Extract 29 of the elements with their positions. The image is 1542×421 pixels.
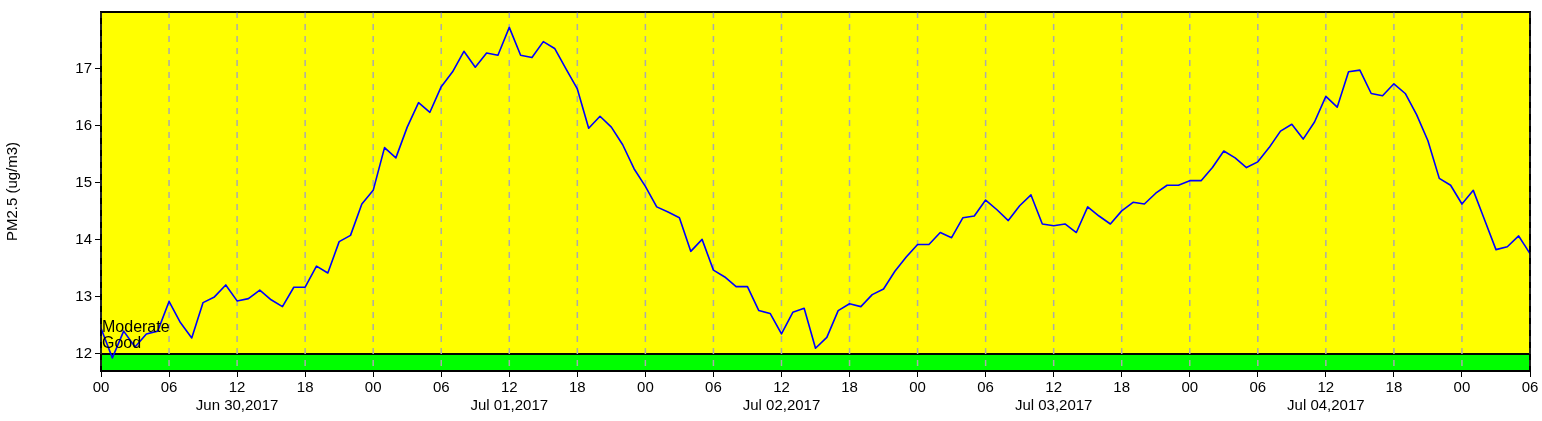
- y-tick-label: 14: [75, 230, 92, 248]
- y-tick-label: 16: [75, 116, 92, 134]
- x-tick-label: 06: [1249, 378, 1267, 396]
- y-tick-label: 12: [75, 344, 92, 362]
- x-tick-label: 00: [364, 378, 382, 396]
- x-tick-label: 06: [1521, 378, 1539, 396]
- x-tick-label: 12 Jul 04,2017: [1287, 378, 1365, 414]
- x-tick-label: 12 Jul 01,2017: [470, 378, 549, 414]
- x-tick-label: 12 Jul 03,2017: [1014, 378, 1093, 414]
- x-tick-label: 12 Jun 30,2017: [195, 378, 279, 414]
- x-tick-label: 18: [568, 378, 586, 396]
- x-tick-label: 00: [637, 378, 654, 396]
- x-tick-label: 12 Jul 02,2017: [742, 378, 821, 414]
- x-tick-label: 00: [1453, 378, 1471, 396]
- x-tick-label: 00: [1181, 378, 1199, 396]
- x-tick-label: 00: [92, 378, 110, 396]
- x-tick-label: 06: [705, 378, 722, 396]
- x-tick-label: 18: [296, 378, 314, 396]
- x-tick-label: 06: [160, 378, 178, 396]
- x-tick-label: 00: [909, 378, 926, 396]
- x-tick-label: 06: [432, 378, 450, 396]
- y-tick-label: 17: [75, 59, 92, 77]
- y-tick-label: 13: [75, 287, 92, 305]
- y-axis-title: PM2.5 (ug/m3): [3, 141, 21, 242]
- x-tick-label: 18: [1113, 378, 1131, 396]
- y-tick-label: 15: [75, 173, 92, 191]
- x-tick-label: 06: [977, 378, 994, 396]
- x-tick-label: 18: [1385, 378, 1403, 396]
- x-tick-label: 18: [841, 378, 858, 396]
